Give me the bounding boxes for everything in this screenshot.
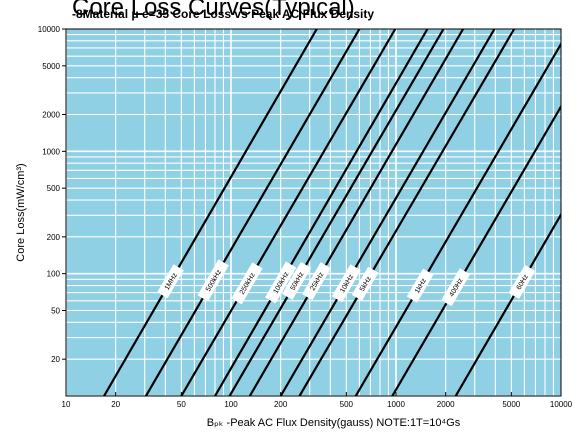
x-axis-ticks: 10 20 50 100 200 500 1000 2000 5000 10000 xyxy=(62,392,573,409)
y-tick-label: 2000 xyxy=(42,111,60,120)
x-tick-label: 50 xyxy=(177,400,186,409)
curve-1mhz xyxy=(103,29,318,396)
x-tick-label: 100 xyxy=(224,400,238,409)
y-axis-label: Core Loss(mW/cm³) xyxy=(15,163,27,261)
curve-label-bg xyxy=(351,266,379,301)
curve-label-bg xyxy=(282,261,312,300)
curve-label-bg xyxy=(265,261,297,304)
curve-10khz xyxy=(279,29,496,396)
curve-label-bg xyxy=(441,268,471,307)
y-tick-label: 20 xyxy=(51,355,60,364)
curve-lines xyxy=(103,29,561,396)
curve-100khz xyxy=(214,29,429,396)
curve-50khz xyxy=(228,29,445,396)
y-tick-label: 200 xyxy=(47,233,61,242)
y-tick-label: 50 xyxy=(51,306,60,315)
curve-label-bg xyxy=(302,262,332,301)
curve-60hz xyxy=(454,212,561,396)
curve-500khz xyxy=(144,29,361,396)
x-tick-label: 5000 xyxy=(502,400,520,409)
curve-label-bg xyxy=(231,262,263,305)
curve-label-bg xyxy=(508,264,536,299)
x-tick-label: 1000 xyxy=(387,400,405,409)
curve-label-bg xyxy=(157,264,184,299)
curve-label-bg xyxy=(197,259,229,302)
x-tick-label: 500 xyxy=(340,400,354,409)
curve-250khz xyxy=(180,29,397,396)
y-tick-label: 500 xyxy=(47,184,61,193)
plot-frame xyxy=(65,28,562,397)
x-tick-label: 2000 xyxy=(437,400,455,409)
x-axis-label: Bₚₖ -Peak AC Flux Density(gauss) NOTE:1T… xyxy=(207,417,461,429)
curve-label-bg xyxy=(331,264,361,303)
x-tick-label: 200 xyxy=(274,400,288,409)
curve-label-bg xyxy=(406,268,434,303)
x-tick-label: 20 xyxy=(111,400,120,409)
chart-title: Core Loss Curves(Typical) xyxy=(72,0,355,21)
y-tick-label: 100 xyxy=(47,270,61,279)
x-tick-label: 10000 xyxy=(550,400,573,409)
curve-5khz xyxy=(298,29,516,396)
curve-1khz xyxy=(354,41,561,396)
curve-400hz xyxy=(391,104,561,396)
chart-subtitle: -8Material μ e=35 Core Loss vs Peak AC F… xyxy=(72,7,374,21)
y-tick-label: 10000 xyxy=(38,25,61,34)
x-tick-label: 10 xyxy=(62,400,71,409)
curve-25khz xyxy=(248,29,465,396)
y-tick-label: 1000 xyxy=(42,147,60,156)
y-tick-label: 5000 xyxy=(42,62,60,71)
y-axis-ticks: 20 50 100 200 500 1000 2000 5000 10000 xyxy=(38,25,66,364)
